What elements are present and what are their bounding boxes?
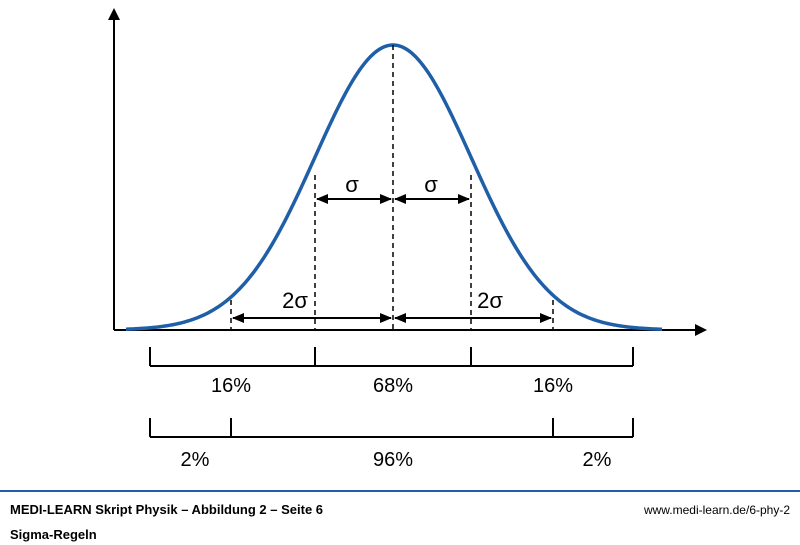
footer-title: MEDI-LEARN Skript Physik – Abbildung 2 –… [10, 502, 324, 517]
two-sigma-label-left: 2σ [282, 288, 308, 313]
percent-16-right: 16% [533, 375, 573, 397]
footer-divider [0, 490, 800, 492]
percent-bracket-row-1 [149, 347, 634, 367]
percent-2-right: 2% [583, 449, 612, 471]
sigma-label-right: σ [424, 172, 438, 197]
normal-distribution-curve [125, 43, 663, 331]
footer-url: www.medi-learn.de/6-phy-2 [643, 503, 790, 517]
percent-2-left: 2% [181, 449, 210, 471]
footer-subtitle: Sigma-Regeln [10, 527, 97, 542]
percent-16-left: 16% [211, 375, 251, 397]
sigma-label-left: σ [345, 172, 359, 197]
two-sigma-label-right: 2σ [477, 288, 503, 313]
percent-bracket-row-2 [149, 418, 634, 438]
percent-68: 68% [373, 375, 413, 397]
sigma-rules-diagram: σ σ 2σ 2σ 16% 68% 16% 2% 96% 2% [108, 8, 707, 471]
percent-96: 96% [373, 449, 413, 471]
